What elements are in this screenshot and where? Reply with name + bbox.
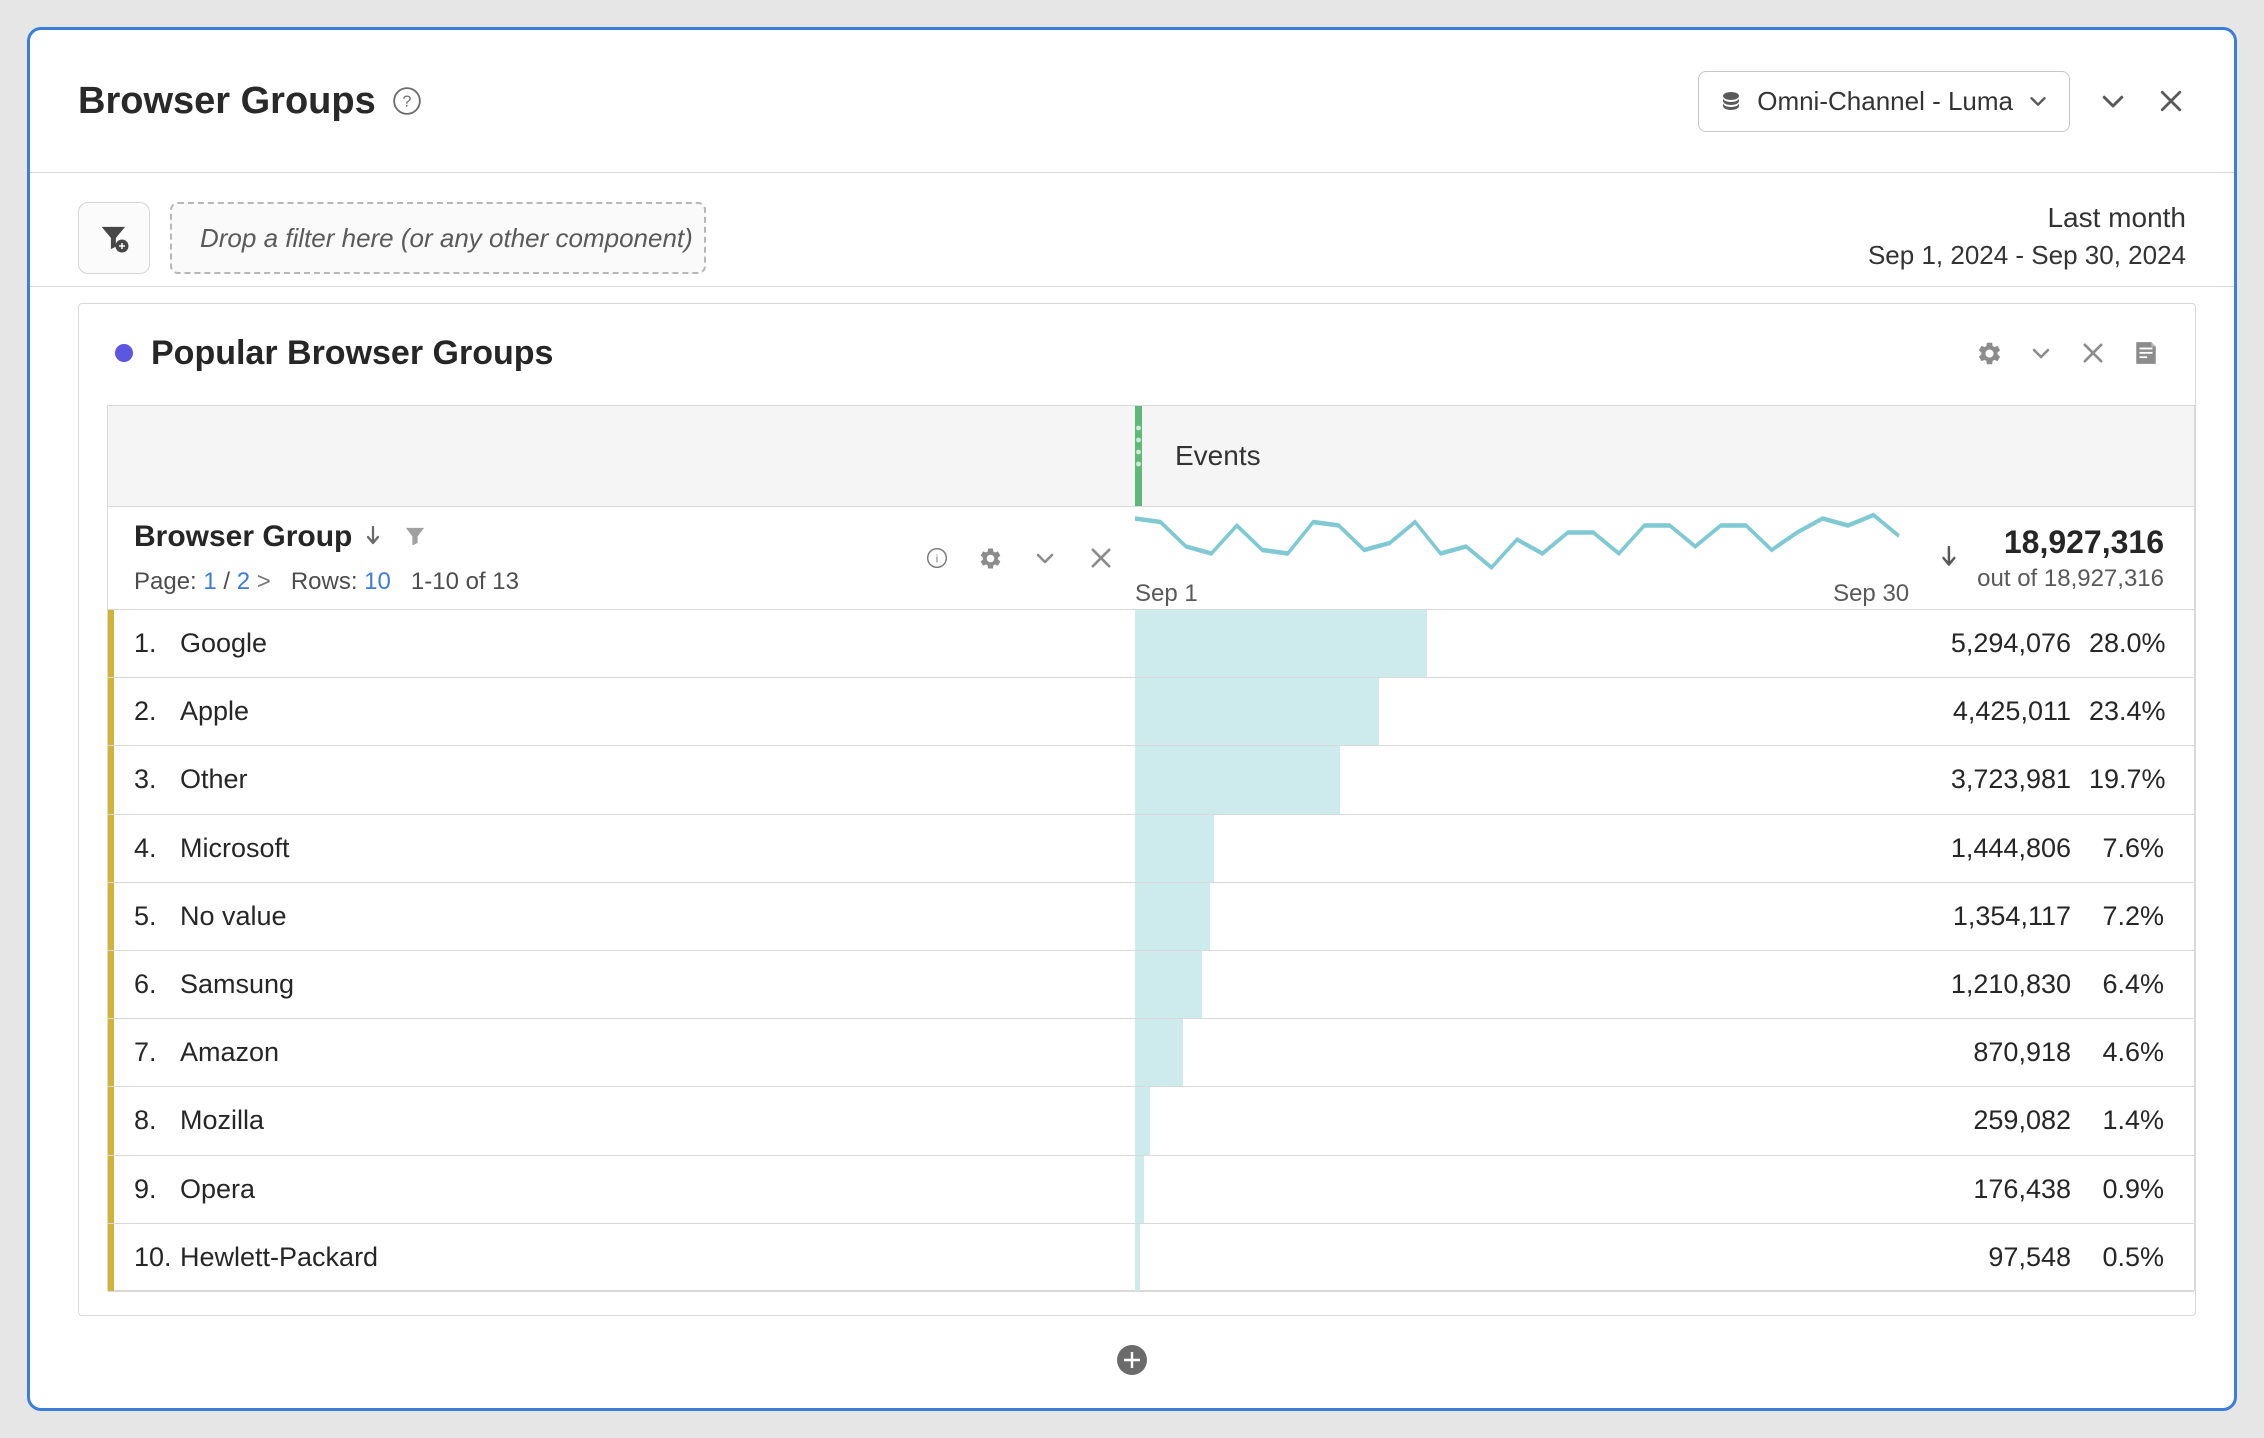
svg-text:i: i bbox=[936, 554, 938, 566]
svg-text:?: ? bbox=[402, 93, 411, 111]
